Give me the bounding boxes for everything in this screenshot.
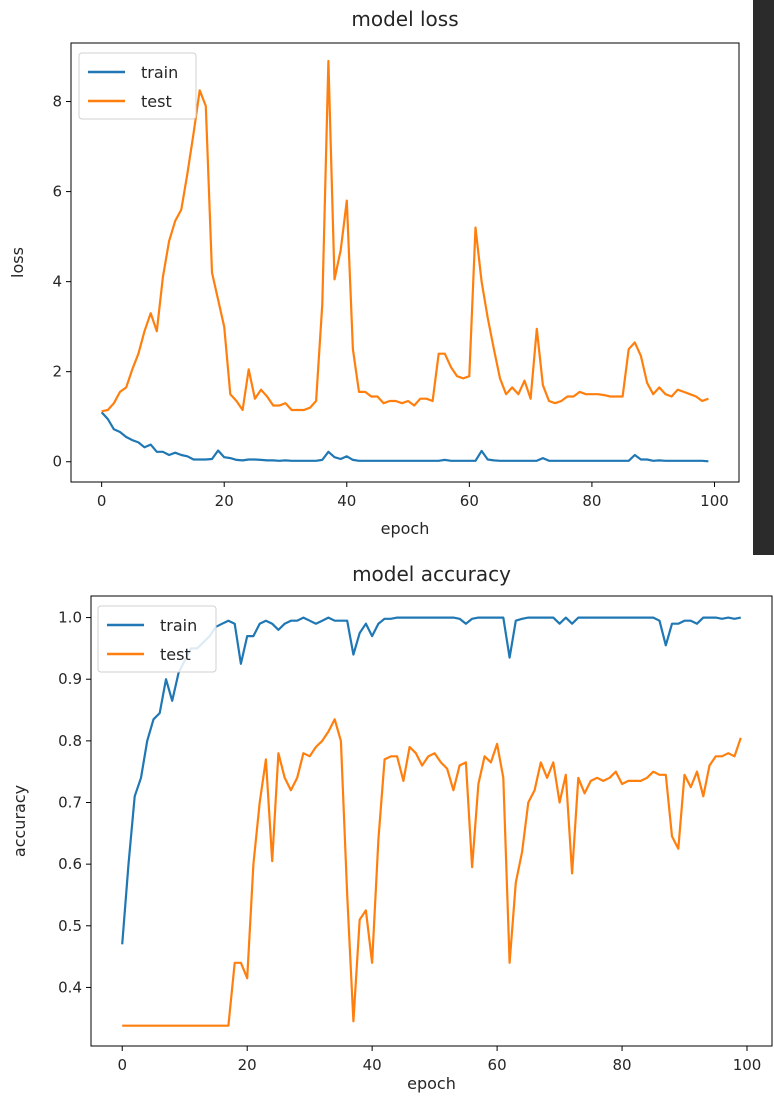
x-tick-label: 20 [238,1056,257,1074]
series-line-train [100,411,709,463]
plot-frame [70,42,740,483]
x-tick-label: 80 [582,492,601,510]
series-line-train [121,616,742,945]
x-tick-label: 0 [117,1056,127,1074]
y-tick-label: 8 [52,93,62,111]
y-tick-label: 0.6 [58,855,82,873]
y-axis-label: accuracy [10,785,29,857]
y-tick-label: 0.8 [58,732,82,750]
legend-label-train: train [160,616,197,635]
y-tick-label: 0.5 [58,917,82,935]
x-tick-label: 100 [700,492,729,510]
y-tick-label: 4 [52,273,62,291]
legend-label-test: test [160,645,191,664]
x-tick-label: 0 [97,492,107,510]
legend-box [78,52,197,120]
y-tick-label: 0.7 [58,794,82,812]
plot-frame [90,595,773,1047]
x-tick-label: 20 [215,492,234,510]
x-tick-label: 80 [613,1056,632,1074]
x-tick-label: 100 [733,1056,762,1074]
series-line-test [101,59,709,413]
legend: train test [97,605,217,673]
x-axis-label: epoch [407,1074,456,1093]
loss-chart: model loss 0 20 40 60 80 100 0 2 4 6 8 epoch loss trai… [8,7,740,538]
y-tick-label: 0 [52,453,62,471]
legend-label-test: test [141,92,172,111]
chart-title: model loss [351,7,458,31]
x-tick-label: 60 [460,492,479,510]
x-tick-label: 40 [363,1056,382,1074]
window-edge-strip [753,0,774,555]
accuracy-chart: model accuracy 0 20 40 60 80 100 0.4 0.5 0.6 0.7 0.… [10,562,773,1093]
legend-label-train: train [141,63,178,82]
y-tick-label: 1.0 [58,609,82,627]
chart-title: model accuracy [352,562,511,586]
y-tick-label: 6 [52,183,62,201]
legend: train test [78,52,197,120]
series-line-test [122,718,742,1027]
plot-layer: model loss 0 20 40 60 80 100 0 2 4 6 8 epoch loss trai… [8,7,740,538]
y-tick-label: 2 [52,363,62,381]
x-tick-label: 40 [337,492,356,510]
x-tick-label: 60 [488,1056,507,1074]
y-tick-label: 0.9 [58,670,82,688]
x-axis-label: epoch [381,519,430,538]
y-tick-label: 0.4 [58,978,82,996]
legend-box [97,605,217,673]
plot-layer: model accuracy 0 20 40 60 80 100 0.4 0.5 0.6 0.7 0.… [10,562,773,1093]
y-axis-label: loss [8,247,27,278]
